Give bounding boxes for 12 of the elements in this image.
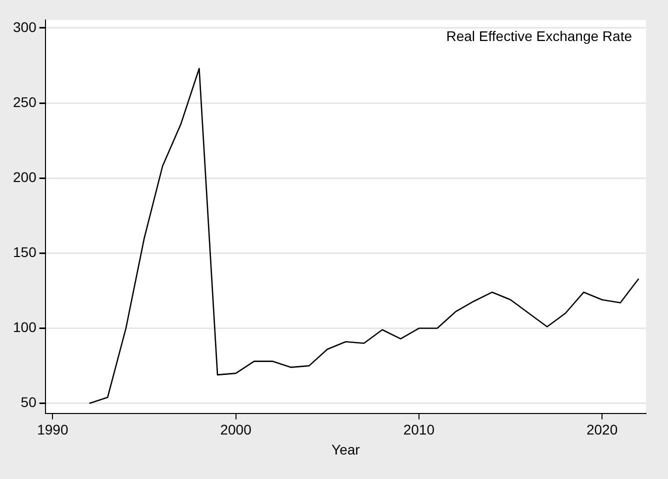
- x-axis-title: Year: [332, 441, 360, 458]
- y-tick-label: 300: [13, 18, 37, 35]
- y-tick-label: 100: [13, 319, 37, 336]
- x-tick-label: 1990: [37, 422, 68, 438]
- text: Real Effective Exchange Rate: [446, 28, 632, 44]
- y-tick-label: 50: [20, 394, 37, 410]
- x-tick-label: 2010: [403, 422, 435, 438]
- y-tick-label: 200: [13, 168, 37, 185]
- y-tick-label: 250: [13, 94, 37, 110]
- y-tick-label: 150: [13, 244, 37, 260]
- x-tick-label: 2000: [220, 422, 252, 438]
- x-tick-label: 2020: [586, 422, 618, 438]
